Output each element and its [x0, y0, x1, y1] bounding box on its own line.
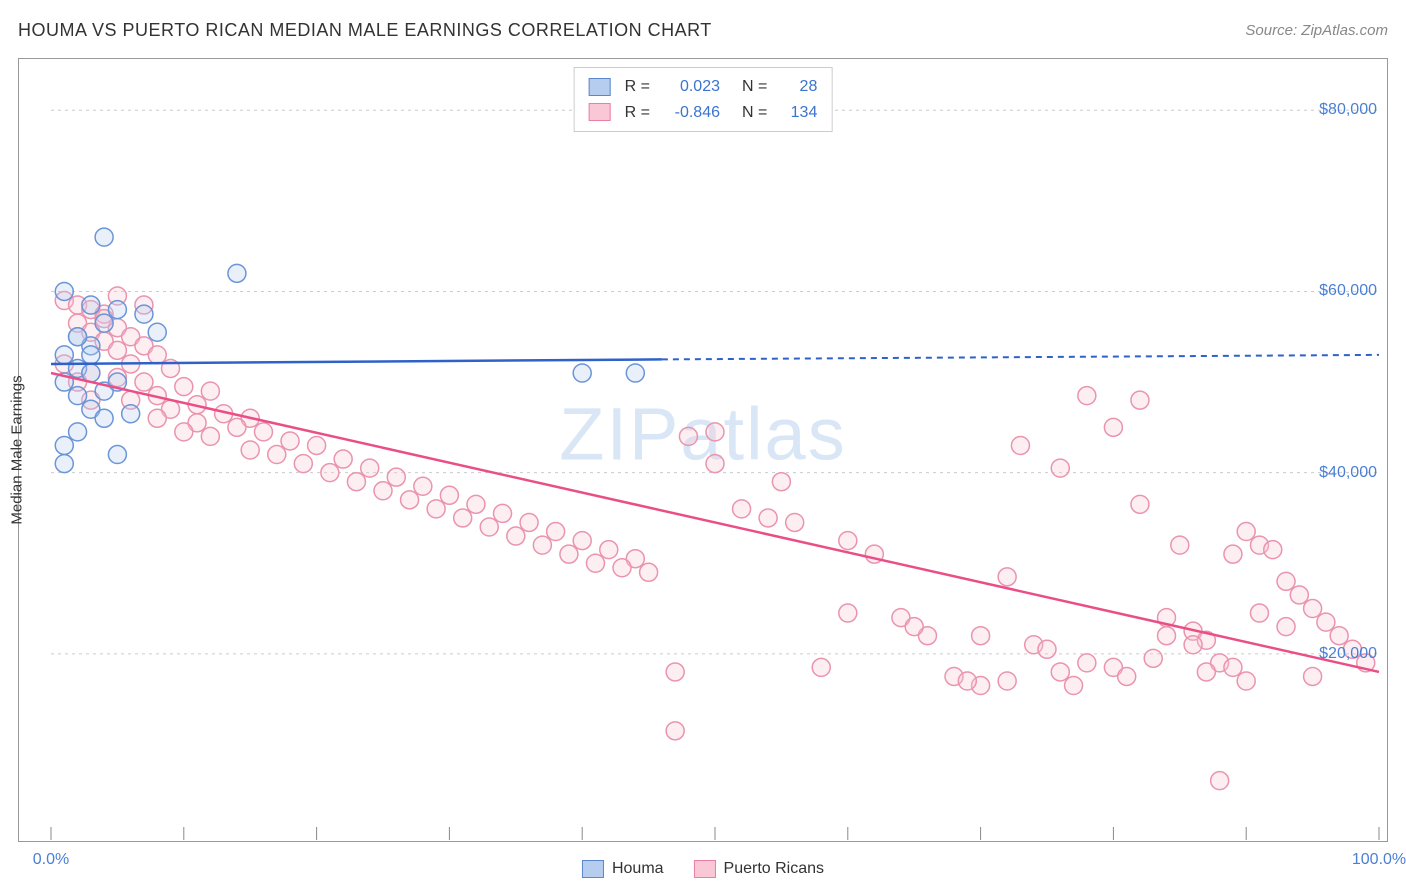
n-label: N =	[742, 74, 767, 100]
chart-container: Median Male Earnings ZIPatlas R = 0.023 …	[18, 58, 1388, 842]
r-value: -0.846	[664, 100, 720, 126]
scatter-plot-svg	[19, 59, 1387, 841]
source-attribution: Source: ZipAtlas.com	[1245, 22, 1388, 39]
n-value: 134	[781, 100, 817, 126]
legend-swatch	[589, 103, 611, 121]
series-legend: Houma Puerto Ricans	[582, 860, 824, 878]
legend-row: R = 0.023 N = 28	[589, 74, 818, 100]
r-label: R =	[625, 100, 650, 126]
n-value: 28	[781, 74, 817, 100]
legend-label: Puerto Ricans	[724, 860, 825, 878]
legend-item: Puerto Ricans	[694, 860, 825, 878]
legend-label: Houma	[612, 860, 664, 878]
r-value: 0.023	[664, 74, 720, 100]
legend-swatch	[582, 860, 604, 878]
legend-swatch	[694, 860, 716, 878]
x-tick-label: 100.0%	[1352, 851, 1406, 869]
chart-title: HOUMA VS PUERTO RICAN MEDIAN MALE EARNIN…	[18, 20, 712, 41]
legend-row: R = -0.846 N = 134	[589, 100, 818, 126]
y-tick-label: $40,000	[1319, 464, 1377, 482]
y-tick-label: $20,000	[1319, 645, 1377, 663]
y-tick-label: $80,000	[1319, 101, 1377, 119]
legend-swatch	[589, 78, 611, 96]
legend-item: Houma	[582, 860, 664, 878]
x-tick-label: 0.0%	[33, 851, 69, 869]
y-tick-label: $60,000	[1319, 282, 1377, 300]
r-label: R =	[625, 74, 650, 100]
n-label: N =	[742, 100, 767, 126]
correlation-legend: R = 0.023 N = 28 R = -0.846 N = 134	[574, 67, 833, 132]
